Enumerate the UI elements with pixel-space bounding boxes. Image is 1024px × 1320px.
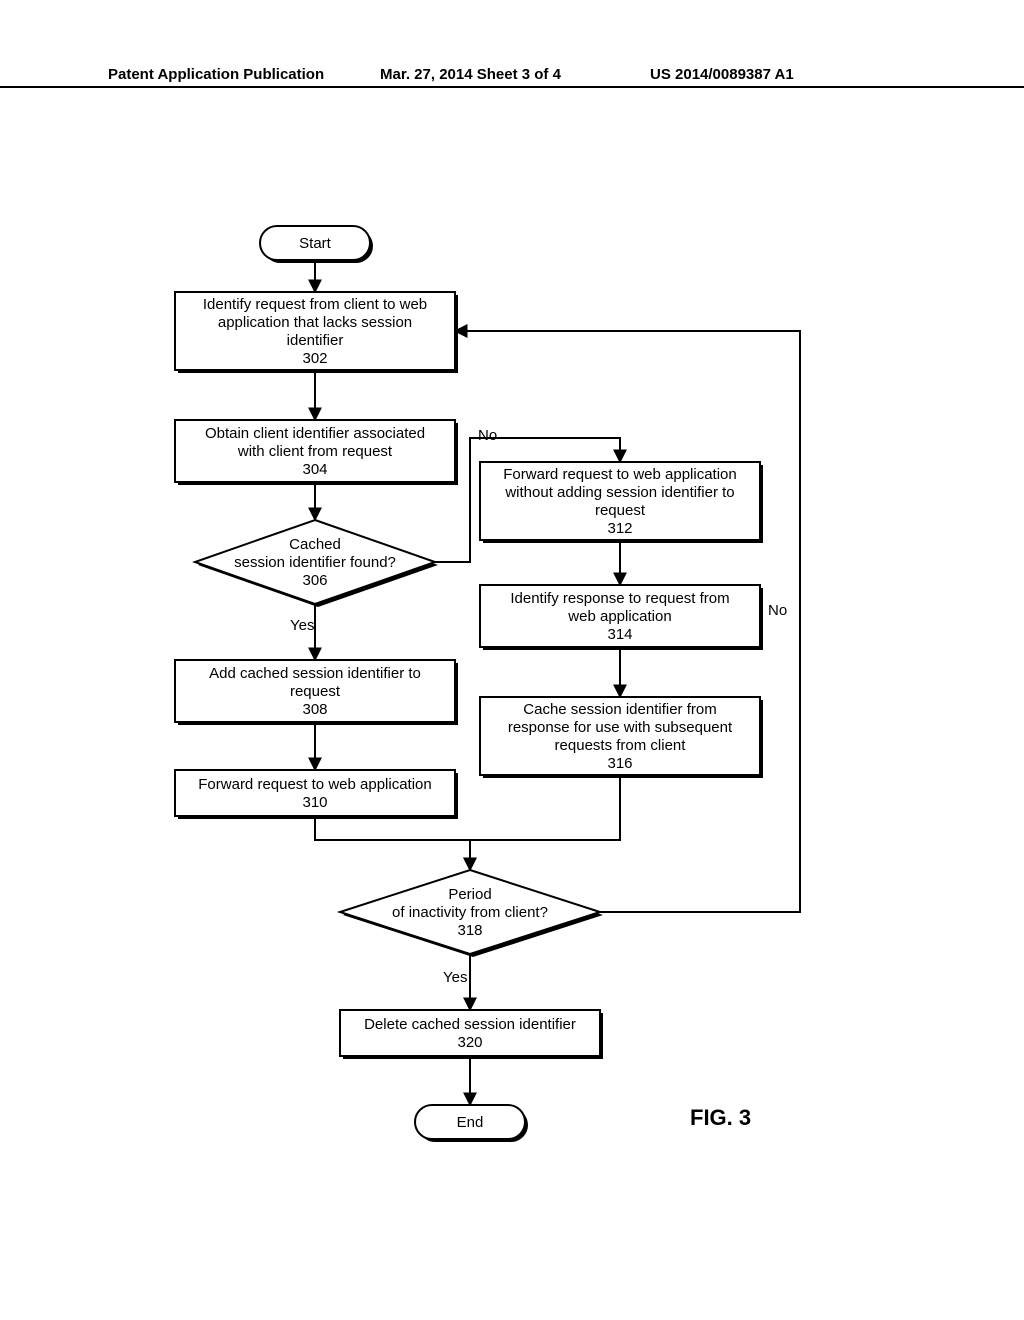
svg-text:318: 318: [457, 922, 482, 939]
svg-text:application that lacks session: application that lacks session: [218, 314, 412, 331]
flowchart-diagram: Start Identify request from client to web…: [0, 0, 1024, 1320]
svg-text:Cached: Cached: [289, 536, 341, 553]
svg-text:316: 316: [607, 755, 632, 772]
svg-text:302: 302: [302, 350, 327, 367]
svg-text:Yes: Yes: [443, 969, 467, 986]
svg-text:End: End: [457, 1114, 484, 1131]
svg-text:314: 314: [607, 626, 632, 643]
svg-text:Cache session identifier from: Cache session identifier from: [523, 701, 716, 718]
svg-text:Delete cached session identifi: Delete cached session identifier: [364, 1016, 576, 1033]
svg-text:306: 306: [302, 572, 327, 589]
svg-text:308: 308: [302, 701, 327, 718]
svg-text:310: 310: [302, 794, 327, 811]
svg-text:Forward request to web applica: Forward request to web application: [198, 776, 431, 793]
svg-text:request: request: [595, 502, 646, 519]
svg-text:web application: web application: [567, 608, 671, 625]
page-canvas: { "header": { "left": "Patent Applicatio…: [0, 0, 1024, 1320]
svg-text:Identify request from client t: Identify request from client to web: [203, 296, 427, 313]
svg-text:Identify response to request f: Identify response to request from: [510, 590, 729, 607]
svg-text:Period: Period: [448, 886, 491, 903]
svg-text:No: No: [478, 427, 497, 444]
svg-text:request: request: [290, 683, 341, 700]
svg-text:Start: Start: [299, 235, 332, 252]
svg-text:Obtain client identifier assoc: Obtain client identifier associated: [205, 425, 425, 442]
svg-text:312: 312: [607, 520, 632, 537]
svg-text:320: 320: [457, 1034, 482, 1051]
svg-text:without adding session identif: without adding session identifier to: [504, 484, 734, 501]
svg-text:304: 304: [302, 461, 327, 478]
svg-text:of inactivity from client?: of inactivity from client?: [392, 904, 548, 921]
svg-text:Forward request to web applica: Forward request to web application: [503, 466, 736, 483]
svg-text:Add cached session identifier: Add cached session identifier to: [209, 665, 421, 682]
svg-text:identifier: identifier: [287, 332, 344, 349]
svg-text:No: No: [768, 602, 787, 619]
svg-text:with client from request: with client from request: [237, 443, 393, 460]
svg-text:response for use with subseque: response for use with subsequent: [508, 719, 733, 736]
svg-text:Yes: Yes: [290, 617, 314, 634]
svg-text:session identifier found?: session identifier found?: [234, 554, 396, 571]
svg-text:requests from client: requests from client: [555, 737, 687, 754]
